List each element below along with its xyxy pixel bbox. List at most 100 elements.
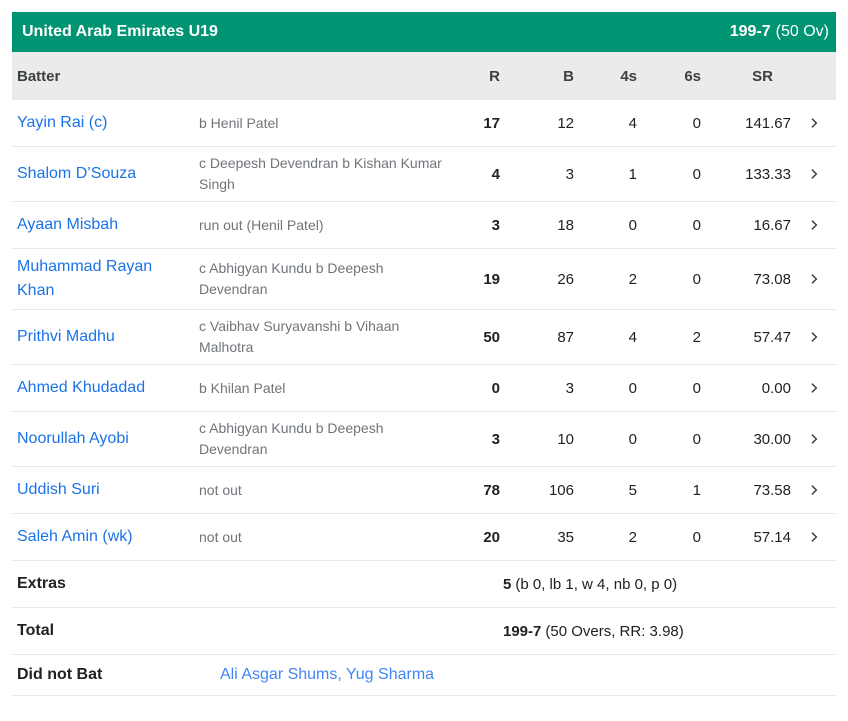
batter-name-link[interactable]: Ayaan Misbah xyxy=(17,216,119,233)
sixes-cell: 0 xyxy=(692,270,701,288)
balls-cell: 10 xyxy=(557,430,574,448)
dismissal-text: b Henil Patel xyxy=(199,114,279,131)
strike-rate-cell: 57.47 xyxy=(753,328,791,346)
balls-cell: 106 xyxy=(548,481,574,499)
total-value: 199-7 xyxy=(503,622,542,640)
batter-name-cell: Ahmed Khudadad xyxy=(17,376,199,400)
batter-row[interactable]: Saleh Amin (wk) not out 20 35 2 0 57.14 xyxy=(12,514,836,561)
sixes-cell: 0 xyxy=(692,165,701,183)
runs-cell: 3 xyxy=(491,216,500,234)
sixes-cell: 0 xyxy=(692,528,701,546)
runs-cell: 20 xyxy=(483,528,500,546)
dismissal-text: not out xyxy=(199,481,242,498)
chevron-right-icon[interactable] xyxy=(791,116,836,130)
batter-row[interactable]: Shalom D’Souza c Deepesh Devendran b Kis… xyxy=(12,147,836,202)
sixes-cell: 0 xyxy=(692,379,701,397)
fours-cell: 4 xyxy=(628,114,637,132)
chevron-right-icon[interactable] xyxy=(791,167,836,181)
strike-rate-cell: 30.00 xyxy=(753,430,791,448)
column-header-runs: R xyxy=(489,67,500,85)
fours-cell: 0 xyxy=(628,379,637,397)
batter-name-cell: Prithvi Madhu xyxy=(17,325,199,349)
batter-name-cell: Muhammad Rayan Khan xyxy=(17,255,199,303)
balls-cell: 26 xyxy=(557,270,574,288)
did-not-bat-label: Did not Bat xyxy=(17,666,103,683)
batter-name-link[interactable]: Ahmed Khudadad xyxy=(17,379,146,396)
strike-rate-cell: 141.67 xyxy=(745,114,791,132)
did-not-bat-players[interactable]: Ali Asgar Shums, Yug Sharma xyxy=(220,666,435,683)
fours-cell: 2 xyxy=(628,270,637,288)
chevron-right-icon[interactable] xyxy=(791,218,836,232)
batter-row[interactable]: Yayin Rai (c) b Henil Patel 17 12 4 0 14… xyxy=(12,100,836,147)
team-name: United Arab Emirates U19 xyxy=(22,23,218,40)
batter-name-cell: Noorullah Ayobi xyxy=(17,427,199,451)
runs-cell: 0 xyxy=(491,379,500,397)
chevron-right-icon[interactable] xyxy=(791,483,836,497)
extras-detail: (b 0, lb 1, w 4, nb 0, p 0) xyxy=(515,575,678,593)
column-header-balls: B xyxy=(563,67,574,85)
strike-rate-cell: 73.08 xyxy=(753,270,791,288)
fours-cell: 5 xyxy=(628,481,637,499)
balls-cell: 3 xyxy=(565,379,574,397)
batter-name-link[interactable]: Noorullah Ayobi xyxy=(17,430,129,447)
table-header-row: Batter R B 4s 6s SR xyxy=(12,52,836,100)
batter-name-cell: Yayin Rai (c) xyxy=(17,111,199,135)
sixes-cell: 0 xyxy=(692,216,701,234)
batter-name-cell: Ayaan Misbah xyxy=(17,213,199,237)
sixes-cell: 0 xyxy=(692,430,701,448)
total-row: Total 199-7 (50 Overs, RR: 3.98) xyxy=(12,608,836,655)
team-overs: (50 Ov) xyxy=(775,23,829,40)
did-not-bat-row: Did not Bat Ali Asgar Shums, Yug Sharma xyxy=(12,655,836,695)
column-header-batter: Batter xyxy=(17,67,61,85)
runs-cell: 4 xyxy=(491,165,500,183)
column-header-strike-rate: SR xyxy=(752,67,773,85)
batter-row[interactable]: Ayaan Misbah run out (Henil Patel) 3 18 … xyxy=(12,202,836,249)
runs-cell: 50 xyxy=(483,328,500,346)
chevron-right-icon[interactable] xyxy=(791,272,836,286)
runs-cell: 17 xyxy=(483,114,500,132)
team-header-bar: United Arab Emirates U19 199-7 (50 Ov) xyxy=(12,12,836,52)
batter-row[interactable]: Uddish Suri not out 78 106 5 1 73.58 xyxy=(12,467,836,514)
team-score: 199-7 xyxy=(729,23,771,40)
dismissal-text: c Abhigyan Kundu b Deepesh Devendran xyxy=(199,260,384,297)
strike-rate-cell: 133.33 xyxy=(745,165,791,183)
batter-rows: Yayin Rai (c) b Henil Patel 17 12 4 0 14… xyxy=(12,100,836,561)
dismissal-text: c Deepesh Devendran b Kishan Kumar Singh xyxy=(199,155,442,192)
batter-row[interactable]: Ahmed Khudadad b Khilan Patel 0 3 0 0 0.… xyxy=(12,365,836,412)
strike-rate-cell: 0.00 xyxy=(761,379,791,397)
batter-row[interactable]: Noorullah Ayobi c Abhigyan Kundu b Deepe… xyxy=(12,412,836,467)
fours-cell: 0 xyxy=(628,216,637,234)
batter-row[interactable]: Muhammad Rayan Khan c Abhigyan Kundu b D… xyxy=(12,249,836,310)
runs-cell: 78 xyxy=(483,481,500,499)
batter-name-link[interactable]: Uddish Suri xyxy=(17,481,100,498)
chevron-right-icon[interactable] xyxy=(791,530,836,544)
chevron-right-icon[interactable] xyxy=(791,330,836,344)
batter-name-link[interactable]: Yayin Rai (c) xyxy=(17,114,108,131)
balls-cell: 12 xyxy=(557,114,574,132)
chevron-right-icon[interactable] xyxy=(791,381,836,395)
strike-rate-cell: 57.14 xyxy=(753,528,791,546)
batter-name-cell: Saleh Amin (wk) xyxy=(17,525,199,549)
sixes-cell: 2 xyxy=(692,328,701,346)
balls-cell: 35 xyxy=(557,528,574,546)
extras-value: 5 xyxy=(503,575,512,593)
batter-name-link[interactable]: Muhammad Rayan Khan xyxy=(17,258,153,299)
chevron-right-icon[interactable] xyxy=(791,432,836,446)
strike-rate-cell: 73.58 xyxy=(753,481,791,499)
batter-row[interactable]: Prithvi Madhu c Vaibhav Suryavanshi b Vi… xyxy=(12,310,836,365)
batter-name-link[interactable]: Shalom D’Souza xyxy=(17,165,137,182)
runs-cell: 19 xyxy=(483,270,500,288)
sixes-cell: 1 xyxy=(692,481,701,499)
extras-row: Extras 5 (b 0, lb 1, w 4, nb 0, p 0) xyxy=(12,561,836,608)
batter-name-cell: Uddish Suri xyxy=(17,478,199,502)
batter-name-link[interactable]: Prithvi Madhu xyxy=(17,328,115,345)
dismissal-text: not out xyxy=(199,528,242,545)
sixes-cell: 0 xyxy=(692,114,701,132)
scorecard: United Arab Emirates U19 199-7 (50 Ov) B… xyxy=(12,12,836,696)
batter-name-link[interactable]: Saleh Amin (wk) xyxy=(17,528,133,545)
balls-cell: 18 xyxy=(557,216,574,234)
dismissal-text: run out (Henil Patel) xyxy=(199,216,324,233)
batter-name-cell: Shalom D’Souza xyxy=(17,162,199,186)
total-detail: (50 Overs, RR: 3.98) xyxy=(545,622,684,640)
balls-cell: 3 xyxy=(565,165,574,183)
